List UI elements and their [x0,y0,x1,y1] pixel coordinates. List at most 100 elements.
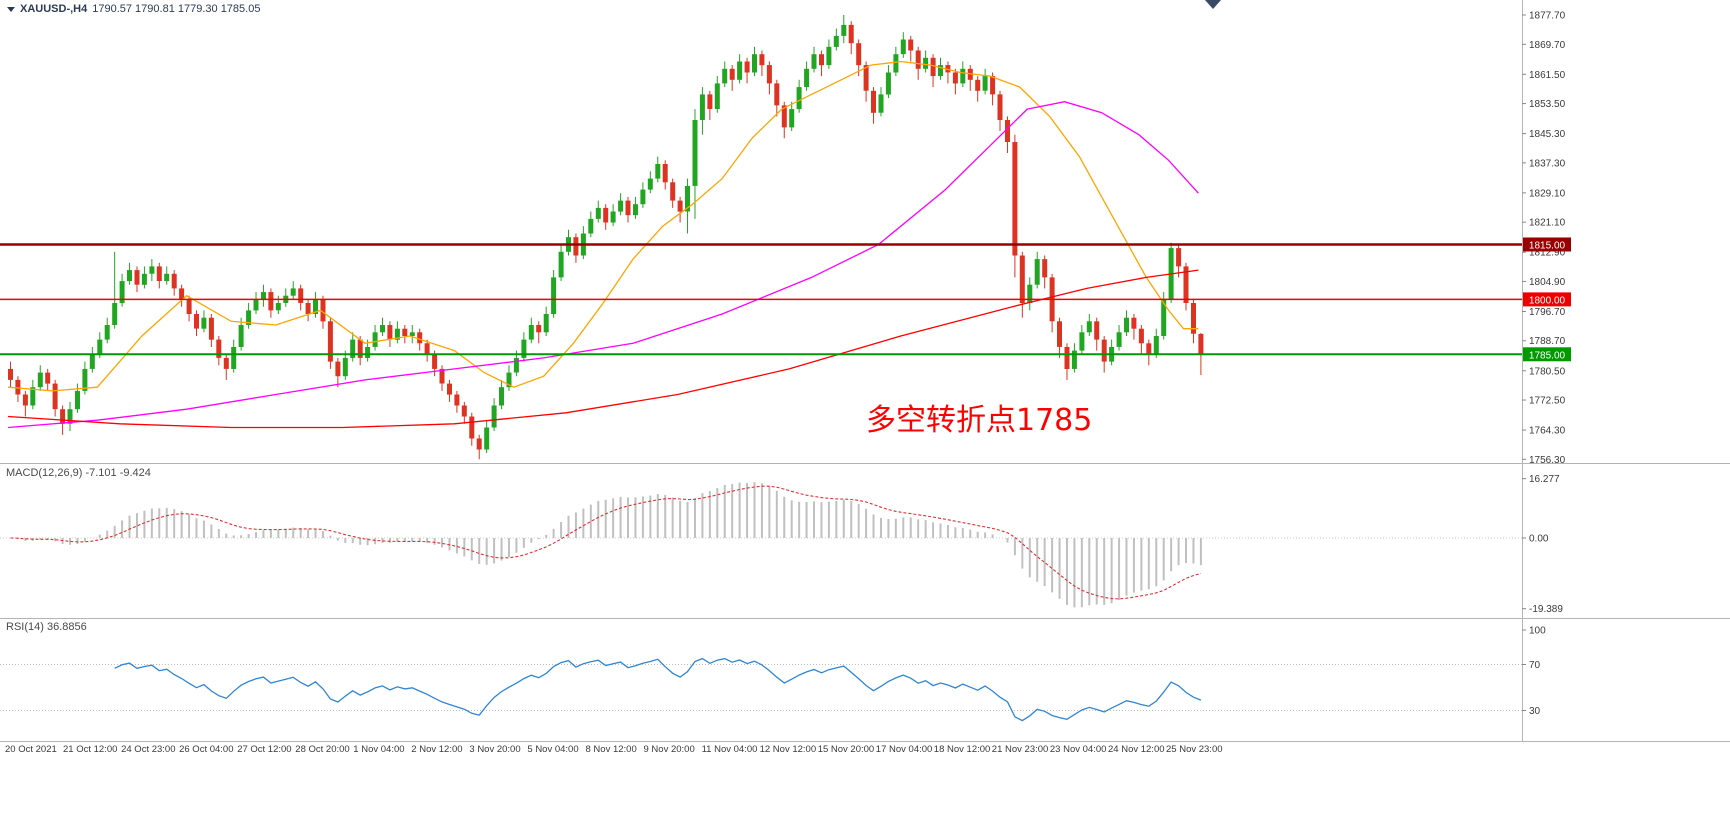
candle-body [127,270,132,282]
candle-body [1146,343,1152,355]
candle-body [439,368,445,384]
candle-body [357,339,363,358]
candle-body [625,200,631,216]
candle-body [1034,259,1040,285]
candle-body [848,24,854,44]
rsi-line [114,657,1202,722]
candle-body [930,57,936,77]
price-tick-label: 1756.30 [1529,455,1566,466]
macd-pane-label: MACD(12,26,9) -7.101 -9.424 [6,467,151,479]
price-tick-label: 1829.10 [1529,188,1566,199]
candle-body [22,394,28,406]
time-tick-label: 12 Nov 12:00 [760,744,817,755]
candle-body [662,164,668,183]
candle-body [491,405,497,428]
candle-body [1012,142,1018,256]
candle-body [37,372,43,388]
time-tick-label: 1 Nov 04:00 [353,744,404,755]
candle-body [633,204,638,216]
price-tick-label: 1780.50 [1529,366,1566,377]
rsi-tick-label: 100 [1529,626,1546,637]
candle-body [402,328,408,336]
candle-body [551,277,557,314]
candle-body [952,72,958,84]
candle-body [52,383,58,410]
candle-body [469,416,475,439]
price-tick-label: 1861.50 [1529,70,1566,81]
candle-body [975,79,981,91]
candle-body [774,83,780,106]
candle-body [737,61,743,80]
candle-body [67,409,73,424]
candle-body [1079,332,1085,351]
candle-body [1064,347,1070,369]
candle-body [75,390,80,410]
candle-body [387,325,393,340]
candle-body [1027,284,1033,303]
candle-body [1191,303,1196,334]
candle-body [707,94,713,109]
candle-body [119,281,125,304]
price-tick-label: 1788.70 [1529,336,1566,347]
candle-body [766,65,772,84]
candle-body [960,68,966,84]
time-tick-label: 9 Nov 20:00 [644,744,695,755]
price-tick-label: 1812.90 [1529,248,1566,259]
ma-slow-red [7,269,1199,429]
time-tick-label: 2 Nov 12:00 [411,744,462,755]
candle-body [677,200,683,212]
macd-tick-label: -19.389 [1529,604,1563,615]
price-tick-label: 1764.30 [1529,426,1566,437]
candle-body [819,54,824,66]
time-tick-label: 20 Oct 2021 [5,744,57,755]
candle-body [1124,317,1129,333]
candle-body [1086,321,1092,333]
candle-body [409,332,415,336]
candle-body [521,339,527,358]
candle-body [1138,328,1144,344]
candle-body [499,387,504,406]
time-tick-label: 15 Nov 20:00 [818,744,875,755]
candle-body [179,288,185,300]
candle-body [1183,266,1189,303]
rsi-tick-label: 70 [1529,660,1541,671]
time-tick-label: 8 Nov 12:00 [586,744,637,755]
time-tick-label: 28 Oct 20:00 [295,744,349,755]
candle-body [365,347,371,358]
candle-body [1071,350,1077,369]
candle-body [141,273,147,285]
trend-annotation[interactable]: 多空转折点1785 [866,403,1093,438]
candle-body [729,68,735,80]
candle-body [104,325,110,340]
candle-body [744,61,750,73]
candle-body [201,317,207,329]
candle-body [893,54,899,73]
candle-body [186,299,192,314]
candle-body [372,332,378,347]
candle-body [513,357,519,373]
candle-body [476,438,482,450]
candle-body [223,357,229,369]
candle-body [112,303,118,325]
time-tick-label: 5 Nov 04:00 [527,744,578,755]
chart-shift-icon[interactable] [1205,0,1221,9]
candle-body [871,90,876,113]
candles-layer [8,15,1204,460]
candle-body [759,54,765,66]
candle-body [670,182,676,201]
candle-body [261,292,266,300]
candle-body [45,372,51,384]
candle-body [900,39,906,55]
candle-body [1019,255,1025,304]
candle-body [327,321,333,362]
candle-body [990,76,996,95]
candle-body [8,368,13,380]
candle-body [298,288,304,303]
price-tick-label: 1845.30 [1529,129,1566,140]
candle-body [60,409,66,424]
candle-body [610,211,616,223]
candle-body [885,72,891,95]
candle-body [863,65,869,91]
